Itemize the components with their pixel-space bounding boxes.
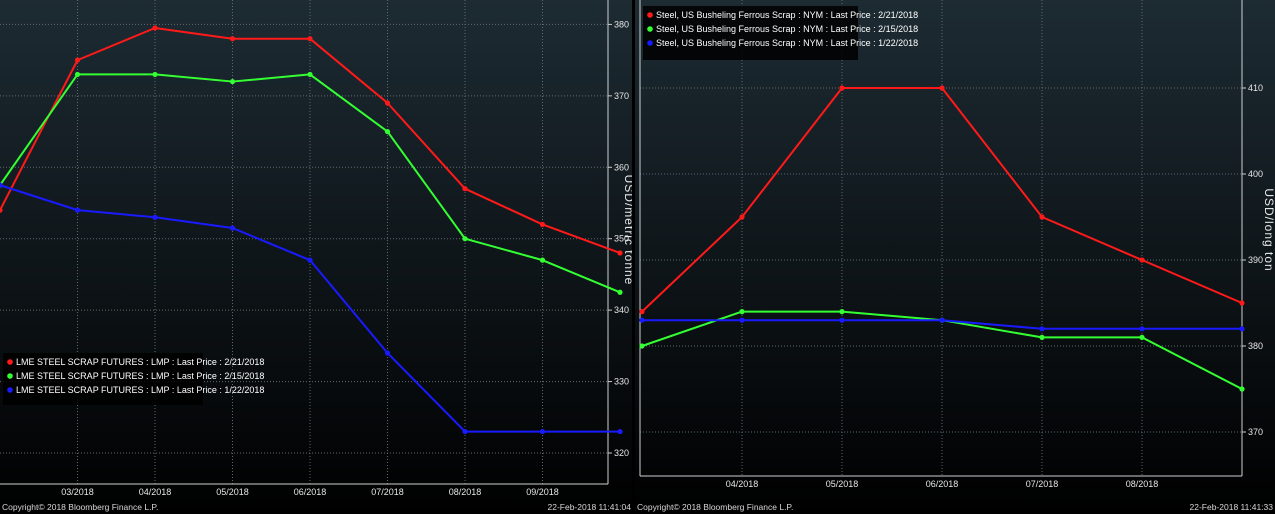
timestamp-footer: 22-Feb-2018 11:41:04 (548, 502, 632, 512)
data-point (1039, 334, 1045, 340)
lme-chart-svg: 320 330 340 350 360 370 380 03/2018 04/2018 05/20… (0, 0, 633, 514)
x-tick-label: 04/2018 (726, 479, 759, 489)
x-tick-label: 06/2018 (926, 479, 959, 489)
legend: LME STEEL SCRAP FUTURES : LMP : Last Pri… (3, 353, 264, 405)
y-tick-label: 400 (1248, 169, 1263, 179)
panel-divider (632, 0, 635, 514)
x-tick-label: 05/2018 (216, 487, 249, 497)
data-point (739, 214, 745, 220)
legend-swatch (647, 40, 653, 46)
data-point (74, 71, 81, 78)
legend-entry: Steel, US Busheling Ferrous Scrap : NYM … (656, 24, 918, 34)
data-point (229, 78, 236, 85)
data-point (739, 309, 745, 315)
data-point (74, 57, 81, 63)
data-point (939, 85, 945, 91)
data-point (0, 182, 3, 188)
data-point (307, 257, 313, 263)
plot-background (635, 0, 1275, 514)
data-point (1139, 334, 1145, 340)
data-point (1039, 326, 1045, 332)
data-point (462, 236, 468, 242)
legend-swatch (7, 359, 13, 365)
timestamp-footer: 22-Feb-2018 11:41:33 (1190, 502, 1274, 512)
data-point (617, 250, 623, 256)
y-tick-label: 410 (1248, 83, 1263, 93)
legend-swatch (647, 12, 653, 18)
legend-swatch (7, 373, 13, 379)
y-tick-label: 380 (614, 19, 629, 29)
x-tick-label: 09/2018 (526, 487, 559, 497)
y-tick-label: 360 (614, 162, 629, 172)
data-point (839, 309, 845, 315)
x-tick-label: 03/2018 (61, 487, 94, 497)
data-point (539, 257, 546, 263)
data-point (939, 317, 945, 323)
data-point (0, 207, 3, 213)
x-tick-label: 07/2018 (1026, 479, 1059, 489)
data-point (384, 100, 391, 106)
x-tick-label: 08/2018 (1126, 479, 1159, 489)
data-point (539, 221, 546, 228)
legend: Steel, US Busheling Ferrous Scrap : NYM … (643, 6, 918, 60)
data-point (307, 36, 313, 42)
legend-swatch (647, 26, 653, 32)
legend-swatch (7, 387, 13, 393)
data-point (839, 85, 845, 91)
y-tick-label: 350 (614, 234, 629, 244)
legend-entry: Steel, US Busheling Ferrous Scrap : NYM … (656, 10, 918, 20)
data-point (1239, 326, 1245, 332)
data-point (307, 71, 313, 78)
x-tick-label: 08/2018 (449, 487, 482, 497)
data-point (229, 225, 236, 231)
data-point (1139, 257, 1145, 263)
data-point (74, 207, 81, 213)
plot-background (0, 0, 633, 514)
legend-entry: LME STEEL SCRAP FUTURES : LMP : Last Pri… (16, 357, 264, 367)
y-tick-label: 390 (1248, 255, 1263, 265)
data-point (539, 428, 546, 435)
y-tick-label: 320 (614, 448, 629, 458)
data-point (462, 186, 468, 192)
y-tick-label: 330 (614, 377, 629, 387)
data-point (462, 428, 468, 435)
lme-steel-scrap-chart: 320 330 340 350 360 370 380 03/2018 04/2018 05/20… (0, 0, 633, 514)
y-tick-label: 380 (1248, 341, 1263, 351)
data-point (1239, 300, 1245, 306)
data-point (839, 317, 845, 323)
data-point (639, 317, 645, 323)
legend-entry: LME STEEL SCRAP FUTURES : LMP : Last Pri… (16, 371, 264, 381)
data-point (1139, 326, 1145, 332)
x-tick-label: 06/2018 (294, 487, 327, 497)
data-point (1239, 386, 1245, 392)
x-tick-label: 05/2018 (826, 479, 859, 489)
data-point (639, 309, 645, 315)
data-point (639, 343, 645, 349)
data-point (229, 36, 236, 42)
legend-entry: LME STEEL SCRAP FUTURES : LMP : Last Pri… (16, 385, 264, 395)
data-point (384, 128, 391, 135)
legend-entry: Steel, US Busheling Ferrous Scrap : NYM … (656, 38, 918, 48)
busheling-chart-svg: 370 380 390 400 410 04/2018 05/2018 06/2018 07/2… (635, 0, 1275, 514)
us-busheling-scrap-chart: 370 380 390 400 410 04/2018 05/2018 06/2018 07/2… (635, 0, 1275, 514)
data-point (152, 71, 158, 78)
copyright-footer: Copyright© 2018 Bloomberg Finance L.P. (637, 502, 793, 512)
data-point (1039, 214, 1045, 220)
y-tick-label: 370 (1248, 427, 1263, 437)
data-point (152, 25, 158, 31)
data-point (739, 317, 745, 323)
y-tick-label: 370 (614, 91, 629, 101)
data-point (617, 428, 623, 435)
x-tick-label: 04/2018 (139, 487, 172, 497)
y-axis-label: USD/metric tonne (622, 175, 633, 286)
data-point (384, 350, 391, 356)
y-axis-label: USD/long ton (1262, 188, 1275, 271)
copyright-footer: Copyright© 2018 Bloomberg Finance L.P. (2, 502, 158, 512)
data-point (617, 289, 623, 295)
data-point (152, 214, 158, 220)
x-tick-label: 07/2018 (371, 487, 404, 497)
y-tick-label: 340 (614, 305, 629, 315)
